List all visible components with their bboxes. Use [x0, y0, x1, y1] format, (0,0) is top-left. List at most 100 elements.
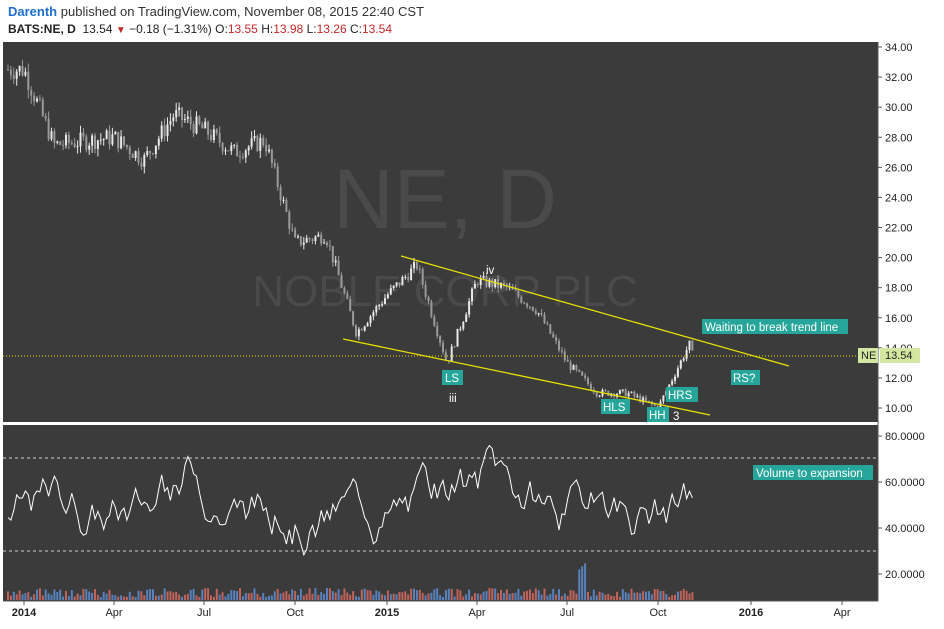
time-axis[interactable]: 2014 Apr Jul Oct 2015 Apr Jul Oct 2016 Apr	[12, 601, 851, 619]
volume-bar	[584, 563, 587, 600]
price-tick-label: 18.00	[885, 283, 913, 295]
volume-bar	[294, 590, 297, 600]
volume-bar	[479, 594, 482, 600]
volume-bar	[59, 589, 62, 600]
candle-body	[349, 298, 352, 312]
candle-body	[433, 316, 436, 326]
candle-body	[410, 268, 413, 281]
candle-body	[24, 71, 27, 76]
candle-body	[41, 99, 44, 116]
price-axis[interactable]: 34.00 32.00 30.00 28.00 26.00 24.00 22.00 20.00…	[878, 42, 913, 415]
volume-bar	[436, 588, 439, 600]
volume-bar	[369, 590, 372, 600]
volume-bar	[268, 596, 270, 600]
candle-body	[375, 306, 378, 313]
candle-body	[253, 135, 256, 139]
volume-bar	[587, 591, 589, 600]
price-tick-label: 32.00	[885, 72, 913, 84]
volume-bar	[62, 596, 65, 600]
candle-body	[230, 145, 233, 152]
candle-body	[210, 134, 212, 141]
annotation-hh[interactable]: HH	[647, 407, 669, 422]
candle-body	[256, 135, 259, 151]
price-tick-label: 16.00	[885, 313, 913, 325]
lower-trend-line[interactable]	[342, 338, 711, 416]
volume-bar	[543, 588, 546, 600]
upper-trend-line[interactable]	[400, 255, 790, 367]
time-tick-label: Apr	[105, 607, 122, 619]
candle-body	[157, 138, 160, 146]
annotation-volume[interactable]: Volume to expansion	[753, 465, 873, 480]
candle-body	[178, 107, 181, 111]
annotation-hls[interactable]: HLS	[601, 399, 630, 414]
candle-body	[520, 296, 523, 303]
volume-bar	[320, 592, 323, 600]
volume-bar	[47, 593, 50, 600]
volume-bar	[488, 588, 491, 600]
volume-bar	[560, 596, 563, 600]
volume-bar	[691, 592, 694, 600]
candle-body	[212, 129, 215, 141]
candle-body	[152, 153, 154, 155]
volume-bar	[462, 596, 465, 600]
candle-body	[276, 166, 279, 187]
candle-body	[537, 313, 540, 315]
candle-body	[589, 383, 592, 390]
time-tick-label: Jul	[197, 607, 211, 619]
candle-body	[30, 90, 33, 96]
candle-body	[587, 378, 589, 384]
volume-bar	[607, 593, 610, 600]
volume-bar	[131, 596, 134, 600]
candle-body	[421, 269, 424, 285]
indicator-tick-label: 20.0000	[885, 569, 925, 581]
annotation-waiting[interactable]: Waiting to break trend line	[702, 319, 848, 334]
indicator-axis[interactable]: 80.0000 60.0000 40.0000 20.0000	[878, 431, 925, 581]
volume-bar	[621, 589, 624, 600]
volume-bar	[624, 592, 627, 600]
candle-body	[453, 346, 456, 348]
candle-body	[442, 342, 444, 353]
volume-bar	[270, 595, 273, 600]
candle-body	[70, 142, 73, 144]
volume-bar	[363, 588, 366, 600]
high-label: H:	[261, 22, 274, 36]
candle-body	[279, 186, 282, 201]
volume-bar	[279, 593, 282, 600]
volume-bar	[346, 592, 349, 600]
volume-bar	[117, 596, 120, 600]
candle-body	[653, 404, 656, 406]
volume-bar	[549, 594, 552, 600]
close-label: C:	[349, 22, 362, 36]
candle-body	[491, 279, 494, 288]
candle-body	[337, 260, 340, 276]
candle-body	[123, 136, 125, 145]
candle-body	[114, 131, 117, 135]
volume-bar	[82, 589, 85, 600]
annotation-ls[interactable]: LS	[442, 370, 463, 385]
annotation-rs[interactable]: RS?	[731, 370, 760, 385]
candle-body	[56, 141, 59, 143]
volume-bar	[247, 593, 250, 600]
down-arrow-icon: ▼	[115, 25, 126, 36]
volume-bar	[221, 592, 224, 600]
volume-bar	[650, 594, 653, 600]
volume-bar	[314, 588, 317, 600]
volume-bar	[471, 596, 473, 600]
volume-bar	[674, 594, 676, 600]
candle-body	[415, 262, 418, 269]
candle-body	[94, 135, 96, 149]
candle-body	[456, 328, 459, 347]
volume-bar	[7, 591, 9, 600]
indicator-tick-label: 60.0000	[885, 477, 925, 489]
annotation-hrs[interactable]: HRS	[666, 387, 698, 402]
time-tick-label: 2016	[739, 607, 763, 619]
volume-bar	[572, 590, 575, 600]
candle-body	[7, 69, 9, 71]
indicator-panel[interactable]	[3, 425, 878, 601]
candle-body	[502, 282, 505, 285]
volume-bar	[514, 592, 517, 600]
author-link[interactable]: Darenth	[8, 4, 58, 19]
candle-body	[366, 323, 369, 327]
volume-bar	[195, 595, 198, 600]
